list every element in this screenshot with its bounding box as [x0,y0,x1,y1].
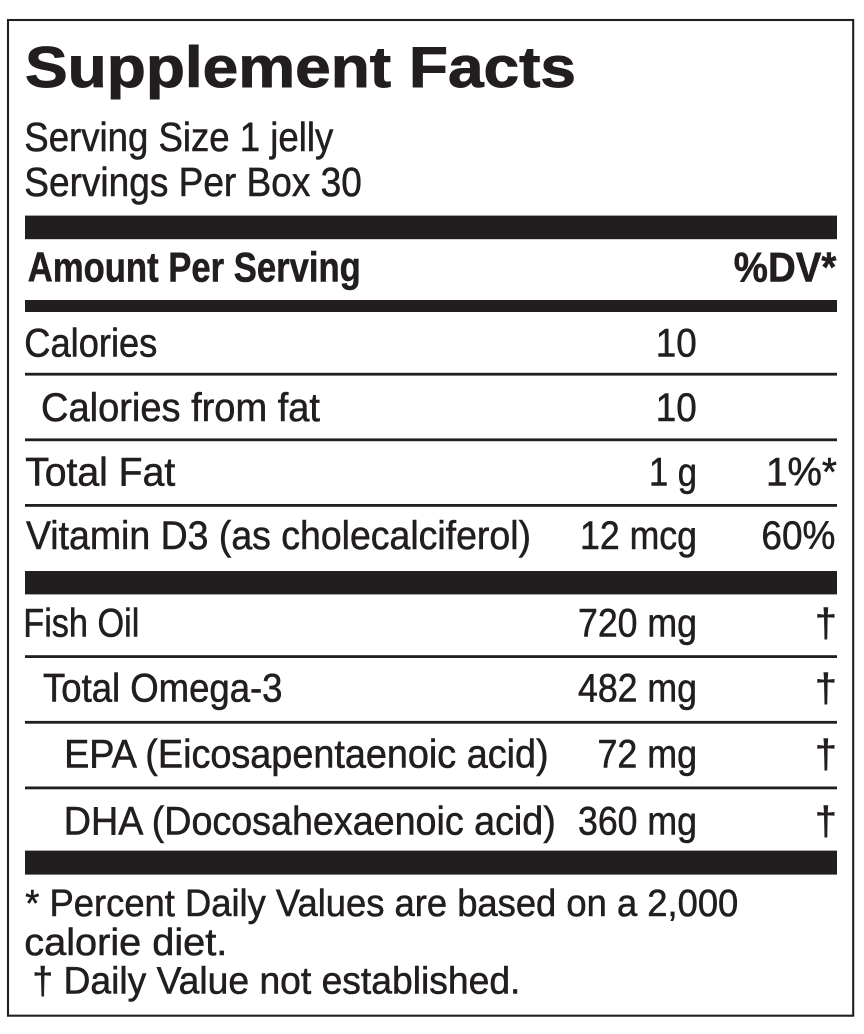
svg-text:Fish Oil: Fish Oil [23,602,139,646]
svg-text:Amount Per Serving: Amount Per Serving [28,244,361,291]
svg-text:Total Fat: Total Fat [25,451,175,495]
svg-text:calorie diet.: calorie diet. [24,922,227,964]
svg-text:482 mg: 482 mg [578,667,697,711]
svg-text:60%: 60% [761,514,835,558]
svg-text:Serving Size 1 jelly: Serving Size 1 jelly [24,114,333,160]
svg-text:12 mcg: 12 mcg [580,514,697,558]
svg-text:† Daily Value not established.: † Daily Value not established. [32,961,520,1003]
svg-text:DHA (Docosahexaenoic acid): DHA (Docosahexaenoic acid) [64,800,556,844]
svg-text:10: 10 [656,321,697,365]
svg-text:1%*: 1%* [766,451,837,495]
svg-text:Total Omega-3: Total Omega-3 [43,667,283,711]
svg-text:720 mg: 720 mg [578,602,697,646]
svg-text:Supplement Facts: Supplement Facts [25,36,576,100]
svg-text:* Percent Daily Values are bas: * Percent Daily Values are based on a 2,… [25,883,738,925]
svg-text:360 mg: 360 mg [578,800,697,844]
svg-text:%DV*: %DV* [734,244,837,291]
svg-text:†: † [815,667,837,711]
svg-text:10: 10 [656,386,697,430]
svg-text:†: † [815,602,837,646]
svg-text:†: † [815,733,837,777]
svg-text:†: † [815,800,837,844]
svg-text:72 mg: 72 mg [598,733,698,777]
svg-text:Servings Per Box 30: Servings Per Box 30 [24,159,362,205]
svg-text:EPA (Eicosapentaenoic acid): EPA (Eicosapentaenoic acid) [64,733,548,777]
svg-text:Calories: Calories [24,321,157,365]
svg-text:Vitamin D3 (as cholecalciferol: Vitamin D3 (as cholecalciferol) [26,514,531,558]
svg-text:1 g: 1 g [649,451,697,495]
svg-text:Calories from fat: Calories from fat [41,386,320,430]
